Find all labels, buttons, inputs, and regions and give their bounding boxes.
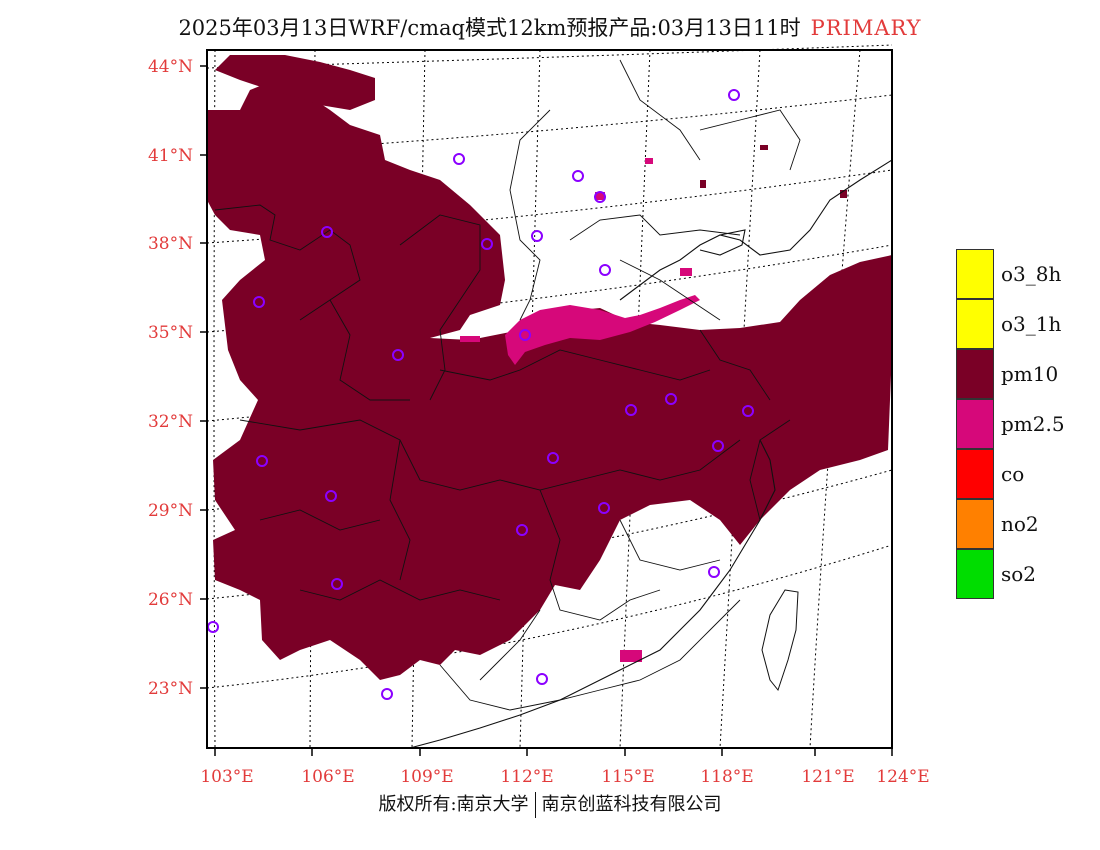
station-marker	[594, 191, 606, 203]
station-marker	[728, 89, 740, 101]
lon-label: 115°E	[601, 767, 654, 787]
station-marker	[516, 524, 528, 536]
lon-label: 106°E	[301, 767, 354, 787]
legend-swatch	[956, 499, 994, 549]
legend-label: o3_8h	[1001, 262, 1062, 286]
station-markers	[207, 89, 754, 700]
copyright-company: 南京创蓝科技有限公司	[541, 794, 722, 815]
title-primary-tag: PRIMARY	[810, 16, 922, 40]
legend-label: pm2.5	[1001, 412, 1065, 436]
station-marker	[572, 170, 584, 182]
legend-label: so2	[1001, 562, 1037, 586]
lon-label: 121°E	[801, 767, 854, 787]
taiwan-island	[761, 589, 799, 692]
lon-label: 109°E	[400, 767, 453, 787]
legend-swatch	[956, 349, 994, 399]
lat-label: 26°N	[148, 590, 193, 610]
pm10-patch-1	[700, 180, 706, 188]
pm10-patch-3	[760, 145, 768, 150]
legend-label: o3_1h	[1001, 312, 1062, 336]
station-marker	[598, 502, 610, 514]
lat-label: 41°N	[148, 146, 193, 166]
map-title: 2025年03月13日WRF/cmaq模式12km预报产品:03月13日11时 P…	[0, 12, 1100, 42]
lat-label: 44°N	[148, 57, 193, 77]
station-marker	[331, 578, 343, 590]
pm25-patch-2	[620, 650, 642, 662]
station-marker	[325, 490, 337, 502]
station-marker	[519, 329, 531, 341]
legend-label: no2	[1001, 512, 1039, 536]
title-main: 2025年03月13日WRF/cmaq模式12km预报产品:03月13日11时	[178, 16, 801, 40]
copyright-footer: 版权所有:南京大学 南京创蓝科技有限公司	[0, 790, 1100, 818]
station-marker	[321, 226, 333, 238]
pm25-patch-5	[680, 268, 692, 276]
legend-swatch	[956, 399, 994, 449]
station-marker	[531, 230, 543, 242]
longitude-axis: 103°E 106°E 109°E 112°E 115°E 118°E 121°…	[200, 748, 930, 787]
station-marker	[547, 452, 559, 464]
pm25-area	[460, 158, 700, 662]
lon-label: 124°E	[876, 767, 929, 787]
station-marker	[253, 296, 265, 308]
station-marker	[392, 349, 404, 361]
pm10-patch-2	[840, 190, 847, 198]
coastline	[409, 159, 893, 749]
lon-label: 103°E	[200, 767, 253, 787]
legend-swatch	[956, 299, 994, 349]
station-marker	[712, 440, 724, 452]
lon-label: 112°E	[500, 767, 553, 787]
station-marker	[536, 673, 548, 685]
station-marker	[665, 393, 677, 405]
station-marker	[625, 404, 637, 416]
station-marker	[708, 566, 720, 578]
legend-label: co	[1001, 462, 1025, 486]
pm25-patch-4	[645, 158, 653, 164]
legend-swatch	[956, 449, 994, 499]
lat-label: 35°N	[148, 323, 193, 343]
lat-label: 32°N	[148, 412, 193, 432]
legend-swatch	[956, 549, 994, 599]
pm25-patch-3	[595, 192, 605, 200]
station-marker	[599, 264, 611, 276]
lat-label: 23°N	[148, 679, 193, 699]
lon-label: 118°E	[700, 767, 753, 787]
station-marker	[742, 405, 754, 417]
pm25-patch-1	[460, 336, 480, 342]
copyright-owner: 版权所有:南京大学	[378, 794, 529, 815]
pm25-region-central	[505, 295, 700, 365]
station-marker	[381, 688, 393, 700]
station-marker	[453, 153, 465, 165]
latitude-axis: 44°N 41°N 38°N 35°N 32°N 29°N 26°N 23°N	[148, 57, 207, 699]
pm10-area	[207, 55, 892, 680]
station-marker	[207, 621, 219, 633]
pm10-region-north	[215, 55, 375, 110]
map-frame	[206, 49, 893, 749]
station-marker	[256, 455, 268, 467]
province-boundaries	[214, 59, 801, 711]
footer-separator	[534, 792, 536, 818]
pm10-region-main	[207, 80, 892, 680]
lat-label: 29°N	[148, 501, 193, 521]
station-marker	[481, 238, 493, 250]
lat-label: 38°N	[148, 234, 193, 254]
legend-swatch	[956, 249, 994, 299]
legend-label: pm10	[1001, 362, 1059, 386]
